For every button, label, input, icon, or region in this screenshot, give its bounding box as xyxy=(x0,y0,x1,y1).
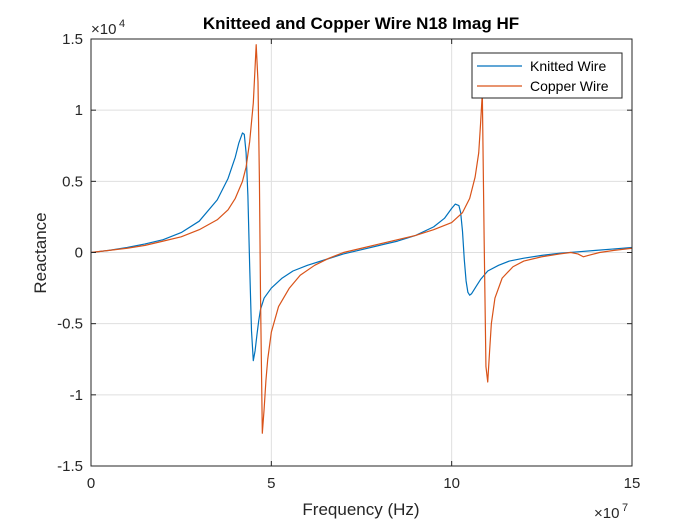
x-tick-label: 5 xyxy=(267,475,275,492)
x-exponent-base: ×10 xyxy=(594,505,619,522)
y-tick-label: -1 xyxy=(70,387,83,404)
y-tick-label: 1 xyxy=(75,102,83,119)
y-tick-label: 0 xyxy=(75,245,83,262)
x-exponent-power: 7 xyxy=(622,502,628,514)
y-axis-label: Reactance xyxy=(31,212,50,293)
y-tick-label: -1.5 xyxy=(57,458,83,475)
y-tick-label: 1.5 xyxy=(62,31,83,48)
x-tick-label: 10 xyxy=(443,475,460,492)
x-axis-label: Frequency (Hz) xyxy=(302,500,419,519)
legend-label-copper-wire: Copper Wire xyxy=(530,78,609,94)
x-tick-label: 15 xyxy=(624,475,641,492)
legend-label-knitted-wire: Knitted Wire xyxy=(530,58,606,74)
y-tick-label: 0.5 xyxy=(62,173,83,190)
chart-title: Knitteed and Copper Wire N18 Imag HF xyxy=(203,14,519,33)
y-exponent-power: 4 xyxy=(119,18,125,30)
y-tick-label: -0.5 xyxy=(57,316,83,333)
legend: Knitted Wire Copper Wire xyxy=(472,53,622,98)
x-tick-label: 0 xyxy=(87,475,95,492)
y-exponent-base: ×10 xyxy=(91,21,116,38)
